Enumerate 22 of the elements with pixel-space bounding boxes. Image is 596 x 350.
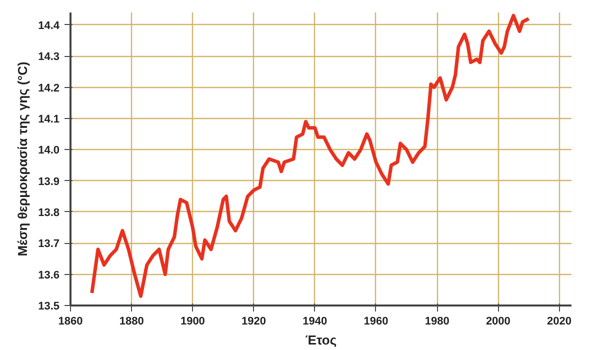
x-tick-label: 1940 <box>302 316 328 328</box>
x-tick-label: 2000 <box>486 316 510 328</box>
y-tick-label: 14.1 <box>38 113 60 126</box>
x-axis-title: Έτος <box>305 332 337 348</box>
y-tick-label: 14.4 <box>38 20 60 32</box>
y-tick-label: 13.9 <box>38 176 60 188</box>
y-tick-label: 14.2 <box>38 82 60 94</box>
y-tick-label: 14.0 <box>38 144 60 157</box>
x-tick-label: 1960 <box>364 316 388 328</box>
line-series <box>90 14 530 298</box>
y-tick-label: 13.8 <box>38 206 60 219</box>
x-tick-label: 1860 <box>58 316 83 328</box>
y-axis-title: Μέση θερμοκρασία της γης (°C) <box>15 62 30 256</box>
y-tick-label: 13.6 <box>38 269 60 282</box>
x-tick-label: 1880 <box>119 316 144 328</box>
y-tick-label: 13.7 <box>38 238 60 250</box>
y-tick-label: 13.5 <box>38 300 60 312</box>
x-tick-label: 1980 <box>424 316 450 328</box>
y-tick-label: 14.3 <box>38 51 60 64</box>
x-tick-label: 1900 <box>180 316 205 328</box>
x-tick-label: 1920 <box>242 316 266 328</box>
x-tick-label: 2020 <box>547 316 572 328</box>
